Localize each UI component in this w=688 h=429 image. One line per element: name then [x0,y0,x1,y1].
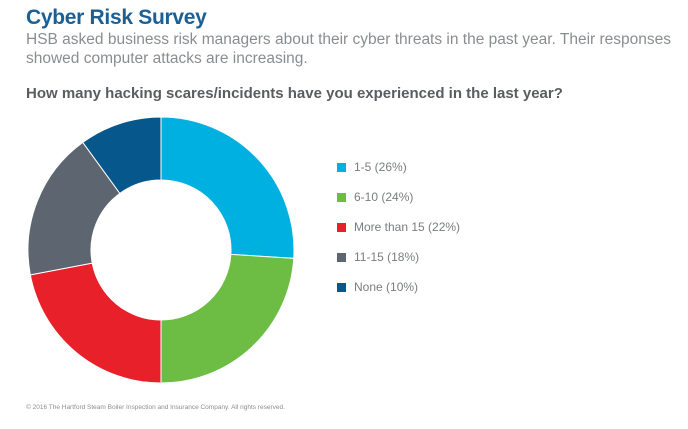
donut-slice-6-10 [160,253,295,384]
page-title: Cyber Risk Survey [26,6,207,29]
legend-label: More than 15 (22%) [354,220,461,234]
legend-label: 11-15 (18%) [354,250,420,264]
legend-item: None (10%) [337,272,460,302]
legend-swatch [337,282,346,292]
legend-label: 6-10 (24%) [354,190,414,204]
legend-swatch [337,222,346,232]
legend-label: None (10%) [354,280,419,294]
donut-chart [27,116,295,384]
donut-slice-more-than-15 [29,262,162,384]
legend-swatch [337,162,346,172]
donut-slice-none [82,116,162,195]
legend-item: More than 15 (22%) [337,212,460,242]
legend-swatch [337,252,346,262]
donut-slice-1-5 [160,116,295,259]
copyright-footer: © 2016 The Hartford Steam Boiler Inspect… [26,404,285,411]
subtitle: HSB asked business risk managers about t… [26,31,672,67]
legend-label: 1-5 (26%) [354,160,407,174]
legend-item: 6-10 (24%) [337,182,460,212]
legend-item: 1-5 (26%) [337,152,460,182]
legend-swatch [337,192,346,202]
legend-item: 11-15 (18%) [337,242,460,272]
legend: 1-5 (26%) 6-10 (24%) More than 15 (22%) 11-… [337,152,460,302]
chart-question: How many hacking scares/incidents have y… [26,85,563,102]
